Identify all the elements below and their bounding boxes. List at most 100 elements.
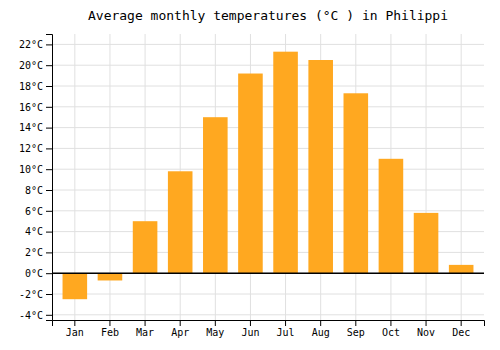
y-tick-mark [46, 169, 52, 170]
x-tick-label: Feb [101, 327, 119, 338]
y-tick: 8°C [25, 185, 52, 196]
x-tick: May [206, 320, 224, 338]
plot: -4°C -2°C 0°C 2°C 4°C 6°C 8°C 10°C 12°C 14°C 16°C 1… [19, 34, 485, 338]
y-tick-mark [46, 294, 52, 295]
bar [238, 74, 263, 274]
bar [414, 213, 439, 273]
y-tick-mark [46, 65, 52, 66]
x-tick-mark [74, 320, 75, 326]
x-tick-label: Nov [417, 327, 435, 338]
y-tick-label: 12°C [19, 143, 43, 154]
grid-line-y [52, 44, 484, 45]
y-tick-label: 4°C [25, 226, 43, 237]
y-tick-mark [46, 315, 52, 316]
grid-line-y [52, 86, 484, 87]
y-axis-line [46, 35, 53, 321]
y-tick: 14°C [19, 122, 52, 133]
y-tick-label: 2°C [25, 247, 43, 258]
grid-line-y [52, 190, 484, 191]
x-tick-mark [145, 320, 146, 326]
bar [449, 265, 474, 273]
x-tick-mark [215, 320, 216, 326]
y-tick-mark [46, 107, 52, 108]
y-tick: -4°C [19, 310, 52, 321]
y-tick: 22°C [19, 39, 52, 50]
y-tick-label: 10°C [19, 164, 43, 175]
y-tick-label: 20°C [19, 60, 43, 71]
bar [203, 117, 228, 273]
x-tick-label: Aug [312, 327, 330, 338]
y-tick: 20°C [19, 60, 52, 71]
y-tick: 2°C [25, 247, 52, 258]
x-tick-label: Mar [136, 327, 154, 338]
x-tick: Feb [101, 320, 119, 338]
x-tick-mark [355, 320, 356, 326]
bar [98, 273, 123, 280]
x-tick: Oct [382, 320, 400, 338]
grid-line-y [52, 106, 484, 107]
x-tick: Sep [347, 320, 365, 338]
y-tick: 4°C [25, 226, 52, 237]
x-tick-label: Oct [382, 327, 400, 338]
bar [273, 52, 298, 274]
y-tick-label: 16°C [19, 102, 43, 113]
grid-line-x [461, 34, 462, 320]
grid-line-x [145, 34, 146, 320]
x-tick-mark [461, 320, 462, 326]
x-tick-label: Dec [452, 327, 470, 338]
grid-line-y [52, 148, 484, 149]
y-tick: 10°C [19, 164, 52, 175]
bar [308, 60, 333, 273]
y-tick-mark [46, 148, 52, 149]
grid-line-x [426, 34, 427, 320]
x-tick: Jun [241, 320, 259, 338]
bar [379, 159, 404, 273]
bar [63, 273, 88, 299]
grid-line-y [52, 273, 484, 274]
x-tick: Jan [66, 320, 84, 338]
y-tick: 16°C [19, 102, 52, 113]
x-tick: Mar [136, 320, 154, 338]
x-tick-mark [180, 320, 181, 326]
x-tick-mark [426, 320, 427, 326]
y-tick: 18°C [19, 81, 52, 92]
y-tick-label: 6°C [25, 206, 43, 217]
y-tick: 6°C [25, 206, 52, 217]
y-tick-label: -4°C [19, 310, 43, 321]
zero-line [52, 272, 484, 274]
x-tick-mark [390, 320, 391, 326]
x-tick: Dec [452, 320, 470, 338]
x-tick: Apr [171, 320, 189, 338]
grid [52, 34, 484, 320]
y-tick-mark [46, 211, 52, 212]
grid-line-y [52, 294, 484, 295]
x-tick-mark [285, 320, 286, 326]
y-axis: -4°C -2°C 0°C 2°C 4°C 6°C 8°C 10°C 12°C 14°C 16°C 1… [19, 35, 53, 321]
y-tick-mark [46, 232, 52, 233]
title: Average monthly temperatures (°C ) in Ph… [88, 8, 448, 23]
x-tick-label: Sep [347, 327, 365, 338]
x-tick-label: Apr [171, 327, 189, 338]
bar [133, 221, 158, 273]
y-tick-label: 0°C [25, 268, 43, 279]
y-tick-mark [46, 273, 52, 274]
y-tick-label: 18°C [19, 81, 43, 92]
y-tick-mark [46, 128, 52, 129]
y-tick-mark [46, 44, 52, 45]
grid-line-y [52, 210, 484, 211]
x-tick-label: Jan [66, 327, 84, 338]
y-tick: 0°C [25, 268, 52, 279]
y-tick-label: 14°C [19, 122, 43, 133]
grid-line-y [52, 169, 484, 170]
x-tick-mark [250, 320, 251, 326]
x-tick-mark [320, 320, 321, 326]
y-tick-mark [46, 190, 52, 191]
x-axis-line [53, 321, 485, 327]
x-tick-label: Jun [241, 327, 259, 338]
y-tick-label: -2°C [19, 289, 43, 300]
x-tick-mark [109, 320, 110, 326]
y-tick: 12°C [19, 143, 52, 154]
x-tick: Jul [277, 320, 295, 338]
y-tick-label: 8°C [25, 185, 43, 196]
x-tick-label: Jul [277, 327, 295, 338]
